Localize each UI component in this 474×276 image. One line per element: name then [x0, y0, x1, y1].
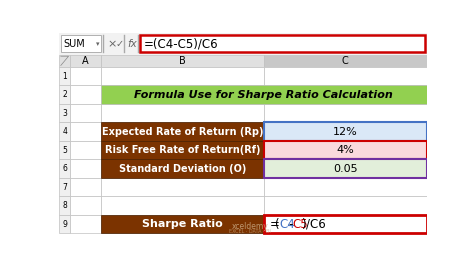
Bar	[264, 141, 427, 160]
Bar	[70, 55, 101, 67]
Bar	[59, 215, 70, 233]
Bar	[264, 215, 427, 233]
Text: SUM: SUM	[63, 39, 85, 49]
Text: =: =	[270, 217, 280, 230]
Bar	[59, 67, 70, 86]
Bar	[264, 104, 427, 123]
Bar	[59, 55, 70, 67]
Text: =(C4-C5)/C6: =(C4-C5)/C6	[144, 38, 219, 51]
Text: 8: 8	[62, 201, 67, 210]
Text: 4: 4	[62, 127, 67, 136]
Bar	[70, 86, 101, 104]
Bar	[101, 160, 264, 178]
Bar	[264, 123, 427, 141]
Text: C4: C4	[279, 217, 295, 230]
Bar	[59, 196, 70, 215]
Text: C: C	[342, 56, 348, 66]
Bar	[70, 67, 101, 86]
Text: -: -	[288, 217, 292, 230]
Bar	[140, 35, 425, 52]
Text: 7: 7	[62, 183, 67, 192]
Text: 0.05: 0.05	[333, 164, 357, 174]
Text: 9: 9	[62, 220, 67, 229]
Bar	[101, 86, 427, 104]
Text: EXCEL · DATA · BI: EXCEL · DATA · BI	[229, 229, 271, 233]
Bar	[264, 160, 427, 178]
Bar	[101, 123, 264, 141]
Text: Formula Use for Sharpe Ratio Calculation: Formula Use for Sharpe Ratio Calculation	[135, 90, 393, 100]
Text: Risk Free Rate of Return(Rf): Risk Free Rate of Return(Rf)	[105, 145, 260, 155]
Bar	[70, 141, 101, 160]
Bar	[70, 196, 101, 215]
Text: A: A	[82, 56, 89, 66]
Bar	[101, 86, 264, 104]
Bar	[70, 215, 101, 233]
Text: C5: C5	[292, 217, 308, 230]
Text: Expected Rate of Return (Rp): Expected Rate of Return (Rp)	[102, 127, 263, 137]
Text: 4%: 4%	[337, 145, 354, 155]
Text: Sharpe Ratio: Sharpe Ratio	[142, 219, 223, 229]
Text: 5: 5	[62, 146, 67, 155]
Bar	[59, 178, 70, 196]
Bar	[70, 178, 101, 196]
Text: 12%: 12%	[333, 127, 357, 137]
Text: ): )	[301, 217, 306, 230]
Text: 6: 6	[62, 164, 67, 173]
Bar	[101, 160, 264, 178]
Bar	[101, 178, 264, 196]
Bar	[264, 178, 427, 196]
Bar	[101, 67, 264, 86]
Text: /C6: /C6	[306, 217, 326, 230]
Bar	[101, 55, 264, 67]
Bar	[264, 55, 427, 67]
Bar	[59, 86, 70, 104]
Bar	[59, 123, 70, 141]
Bar	[59, 160, 70, 178]
Bar	[264, 67, 427, 86]
Bar	[70, 160, 101, 178]
Bar	[264, 215, 427, 233]
Text: ✓: ✓	[115, 39, 123, 49]
Bar	[61, 35, 101, 52]
Bar	[59, 141, 70, 160]
Bar	[101, 196, 264, 215]
Text: ▾: ▾	[96, 41, 100, 47]
Text: fx: fx	[128, 39, 137, 49]
Text: Standard Deviation (O): Standard Deviation (O)	[119, 164, 246, 174]
Bar	[101, 123, 264, 141]
Bar	[101, 215, 264, 233]
Bar	[70, 104, 101, 123]
Bar	[101, 141, 264, 160]
Bar	[101, 141, 264, 160]
Bar	[264, 123, 427, 141]
Bar	[264, 196, 427, 215]
Bar	[101, 104, 264, 123]
Text: B: B	[179, 56, 186, 66]
Bar	[264, 160, 427, 178]
Bar	[59, 104, 70, 123]
Bar	[101, 215, 264, 233]
Bar	[264, 141, 427, 160]
Text: 3: 3	[62, 109, 67, 118]
Text: (: (	[274, 217, 279, 230]
Text: 1: 1	[62, 72, 67, 81]
Text: ×: ×	[107, 39, 117, 49]
Bar	[59, 33, 427, 55]
Bar	[264, 86, 427, 104]
Bar	[70, 123, 101, 141]
Text: xceldemy: xceldemy	[231, 222, 268, 231]
Text: 2: 2	[62, 90, 67, 99]
